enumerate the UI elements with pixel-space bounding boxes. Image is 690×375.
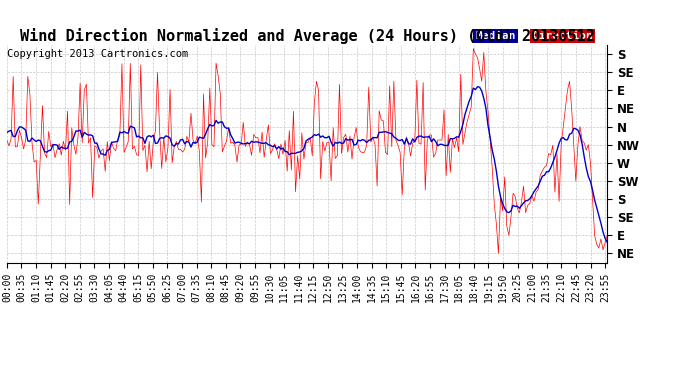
Text: Median: Median (475, 31, 515, 40)
Title: Wind Direction Normalized and Average (24 Hours) (Old) 20130512: Wind Direction Normalized and Average (2… (19, 28, 595, 44)
Text: Copyright 2013 Cartronics.com: Copyright 2013 Cartronics.com (7, 49, 188, 58)
Text: Direction: Direction (532, 31, 593, 40)
